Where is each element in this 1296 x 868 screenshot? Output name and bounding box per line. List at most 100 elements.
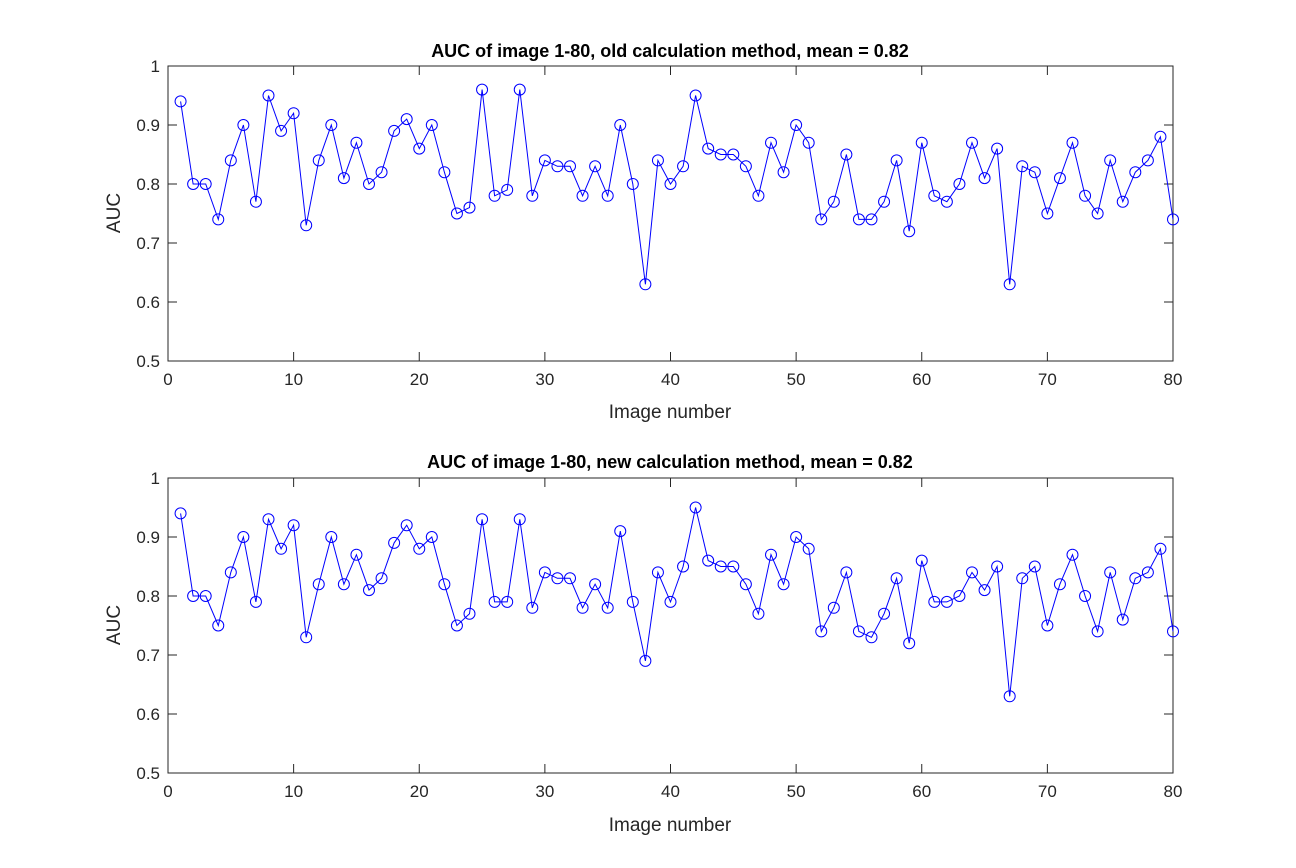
data-point xyxy=(802,542,815,555)
axis-ticks: 0 10 20 30 40 50 60 70 80 0.5 0.6 0.7 0.8 0.9 1 xyxy=(136,57,1182,389)
data-point xyxy=(1129,166,1142,179)
data-point xyxy=(664,178,677,190)
data-point xyxy=(1016,572,1029,585)
data-point xyxy=(1154,130,1167,143)
x-tick-label: 50 xyxy=(787,370,806,389)
y-tick-label: 0.5 xyxy=(136,352,160,371)
data-point xyxy=(827,601,840,614)
data-point xyxy=(526,189,539,202)
data-point xyxy=(1141,566,1154,579)
data-point xyxy=(275,124,288,137)
data-point xyxy=(262,89,275,102)
data-point xyxy=(363,178,375,190)
data-point xyxy=(212,213,225,226)
data-point xyxy=(702,142,715,155)
y-tick-label: 0.9 xyxy=(136,528,160,547)
data-point xyxy=(350,548,363,561)
data-point xyxy=(1028,166,1041,179)
data-point xyxy=(966,566,978,579)
data-point xyxy=(664,595,677,608)
data-point xyxy=(852,213,865,226)
data-point xyxy=(727,560,740,573)
data-point xyxy=(564,572,576,585)
data-point xyxy=(375,572,388,585)
x-tick-label: 0 xyxy=(163,370,172,389)
data-point xyxy=(890,154,903,167)
data-point xyxy=(677,160,690,173)
data-point xyxy=(626,178,639,190)
x-tick-label: 50 xyxy=(787,782,806,801)
data-point xyxy=(488,189,501,202)
subplot-old-method: AUC of image 1-80, old calculation metho… xyxy=(104,41,1182,423)
data-point xyxy=(375,166,388,179)
data-point xyxy=(677,560,690,573)
series-markers xyxy=(174,83,1179,291)
data-point xyxy=(714,148,727,161)
data-point xyxy=(438,578,451,591)
data-point xyxy=(551,160,564,173)
data-point xyxy=(1053,578,1066,591)
x-tick-label: 30 xyxy=(535,782,554,801)
data-point xyxy=(878,607,891,620)
data-point xyxy=(388,124,401,137)
data-point xyxy=(1079,590,1092,602)
data-point xyxy=(312,578,325,591)
data-point xyxy=(727,148,740,161)
data-point xyxy=(538,154,551,167)
data-point xyxy=(639,654,652,667)
x-tick-label: 70 xyxy=(1038,782,1057,801)
data-point xyxy=(639,278,652,291)
data-point xyxy=(174,95,187,108)
x-tick-label: 80 xyxy=(1164,782,1183,801)
data-point xyxy=(1028,560,1041,573)
data-point xyxy=(815,213,828,226)
data-point xyxy=(915,136,928,149)
data-point xyxy=(1141,154,1154,167)
data-point xyxy=(1091,207,1104,220)
data-point xyxy=(1003,278,1016,291)
data-point xyxy=(651,154,664,167)
data-point xyxy=(1154,542,1167,555)
data-point xyxy=(978,584,991,597)
data-point xyxy=(526,601,539,614)
data-point xyxy=(1003,690,1016,703)
data-point xyxy=(626,595,639,608)
data-point xyxy=(300,219,313,232)
data-point xyxy=(1041,619,1054,632)
x-tick-label: 60 xyxy=(912,370,931,389)
y-tick-label: 0.7 xyxy=(136,234,160,253)
data-point xyxy=(350,136,363,149)
series-line xyxy=(180,89,1174,285)
data-point xyxy=(513,83,526,96)
data-point xyxy=(1091,625,1104,638)
data-point xyxy=(300,631,313,644)
data-point xyxy=(1066,136,1079,149)
data-point xyxy=(1116,195,1129,208)
data-point xyxy=(463,201,476,214)
x-tick-label: 70 xyxy=(1038,370,1057,389)
data-point xyxy=(174,507,187,520)
data-point xyxy=(199,590,212,602)
data-point xyxy=(224,154,237,167)
data-point xyxy=(815,625,828,638)
data-point xyxy=(325,531,338,543)
data-point xyxy=(1129,572,1142,585)
data-point xyxy=(752,607,765,620)
data-point xyxy=(827,195,840,208)
data-point xyxy=(337,578,350,591)
data-point xyxy=(476,83,489,96)
x-tick-label: 10 xyxy=(284,782,303,801)
y-tick-label: 0.9 xyxy=(136,116,160,135)
x-tick-label: 40 xyxy=(661,782,680,801)
data-point xyxy=(287,107,300,120)
data-point xyxy=(1167,625,1179,638)
data-point xyxy=(249,195,262,208)
data-point xyxy=(438,166,451,179)
data-point xyxy=(1104,566,1117,579)
data-point xyxy=(224,566,237,579)
data-point xyxy=(601,189,614,202)
data-point xyxy=(865,631,878,644)
y-axis-label: AUC xyxy=(104,605,125,645)
data-point xyxy=(425,119,438,131)
data-point xyxy=(1104,154,1117,167)
